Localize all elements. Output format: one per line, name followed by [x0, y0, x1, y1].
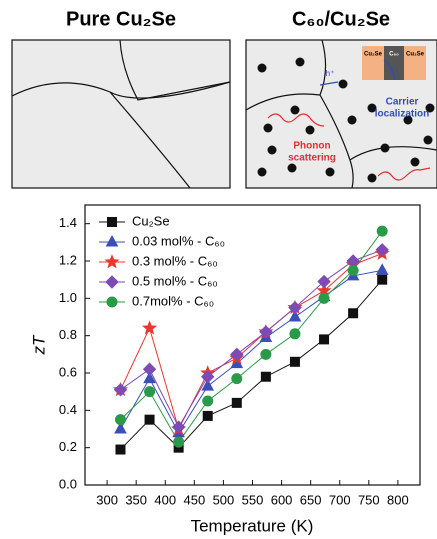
y-tick-label: 1.4 — [59, 215, 77, 230]
marker — [375, 243, 389, 257]
marker — [231, 397, 242, 408]
y-tick-label: 0.0 — [59, 476, 77, 491]
y-tick-label: 1.0 — [59, 290, 77, 305]
marker — [114, 421, 127, 434]
marker — [105, 275, 119, 289]
series-line — [120, 249, 383, 429]
x-tick-label: 700 — [329, 492, 351, 507]
marker — [347, 264, 359, 276]
legend-label: 0.3 mol% - C₆₀ — [132, 253, 218, 268]
marker — [259, 325, 273, 339]
marker — [289, 328, 301, 340]
marker — [376, 225, 388, 237]
x-tick-label: 550 — [242, 492, 264, 507]
x-tick-label: 300 — [96, 492, 118, 507]
x-tick-label: 450 — [183, 492, 205, 507]
marker — [114, 414, 126, 426]
marker — [317, 274, 331, 289]
series-line — [120, 253, 383, 431]
carrier-label: localization — [375, 109, 429, 120]
marker — [318, 292, 330, 304]
x-tick-label: 400 — [154, 492, 176, 507]
hole-label: h⁺ — [390, 67, 399, 76]
marker — [142, 362, 157, 376]
inset-label: C₆₀ — [389, 52, 399, 58]
x-tick-label: 800 — [387, 492, 409, 507]
marker — [173, 436, 185, 448]
y-tick-label: 0.8 — [59, 327, 77, 342]
y-axis-label: zT — [29, 334, 48, 356]
marker — [142, 320, 158, 335]
marker — [144, 414, 155, 425]
marker — [375, 263, 389, 275]
phonon-label: Phonon — [293, 141, 330, 152]
marker — [201, 370, 215, 384]
marker — [288, 309, 302, 322]
marker — [144, 386, 156, 398]
right-schematic: Cu₂Se C₆₀ Cu₂Se h⁺ h⁺ Carrier localizati… — [245, 39, 437, 189]
y-tick-label: 0.4 — [59, 402, 77, 417]
legend-label: 0.03 mol% - C₆₀ — [132, 233, 225, 248]
marker — [201, 379, 215, 391]
legend-label: Cu₂Se — [132, 213, 170, 228]
y-tick-label: 1.2 — [59, 252, 77, 267]
x-tick-label: 750 — [358, 492, 380, 507]
marker — [113, 383, 128, 397]
legend-label: 0.5 mol% - C₆₀ — [132, 273, 218, 288]
y-tick-label: 0.2 — [59, 439, 77, 454]
y-tick-label: 0.6 — [59, 364, 77, 379]
marker — [260, 371, 271, 382]
marker — [230, 347, 244, 362]
x-axis-label: Temperature (K) — [191, 516, 314, 535]
x-tick-label: 600 — [271, 492, 293, 507]
marker — [104, 254, 120, 269]
x-tick-label: 650 — [300, 492, 322, 507]
legend-label: 0.7mol% - C₆₀ — [132, 293, 214, 308]
marker — [143, 371, 156, 384]
marker — [289, 356, 300, 367]
marker — [106, 296, 118, 308]
marker — [231, 373, 243, 385]
x-tick-label: 500 — [213, 492, 235, 507]
marker — [115, 444, 126, 455]
panel-title: C₆₀/Cu₂Se — [292, 8, 390, 30]
marker — [105, 234, 119, 247]
left-schematic — [11, 39, 231, 189]
marker — [288, 300, 302, 315]
marker — [348, 308, 359, 319]
marker — [171, 420, 186, 434]
marker — [107, 217, 117, 227]
panel-title: Pure Cu₂Se — [66, 8, 176, 30]
marker — [319, 334, 330, 345]
inset-label: Cu₂Se — [406, 52, 425, 58]
marker — [202, 395, 214, 407]
series-line — [120, 269, 383, 434]
series-line — [120, 279, 383, 450]
hole-label: h⁺ — [326, 69, 335, 78]
series-line — [120, 230, 383, 443]
phonon-label: scattering — [288, 153, 336, 164]
marker — [202, 410, 213, 421]
marker — [377, 274, 388, 285]
marker — [260, 348, 272, 360]
carrier-label: Carrier — [386, 97, 419, 108]
inset-label: Cu₂Se — [364, 52, 383, 58]
x-tick-label: 350 — [125, 492, 147, 507]
